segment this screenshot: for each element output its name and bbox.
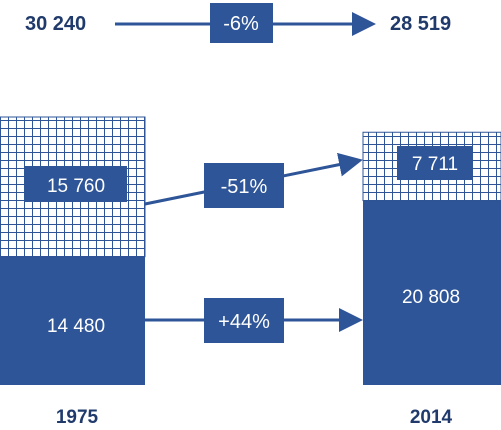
bottom-1975-value-label: 14 480 — [47, 316, 105, 337]
top-1975-label-box — [25, 166, 127, 202]
top-2014-value-label: 7 711 — [412, 154, 458, 175]
total-1975-label: 30 240 — [25, 13, 86, 35]
category-2014-label: 2014 — [410, 407, 453, 428]
category-1975-label: 1975 — [56, 407, 99, 428]
top-2014-label-box — [397, 146, 473, 180]
bars — [0, 116, 501, 385]
bar-solid-1975 — [0, 256, 145, 385]
solid-change-label: +44% — [218, 311, 270, 333]
grid-change-label: -51% — [221, 176, 268, 198]
total-change-label: -6% — [223, 13, 259, 35]
top-1975-value-label: 15 760 — [47, 176, 105, 197]
solid-change-box — [204, 298, 284, 343]
bar-solid-2014 — [363, 200, 501, 385]
grid-change-box — [204, 163, 284, 208]
total-2014-label: 28 519 — [390, 13, 451, 35]
total-change-box — [210, 3, 273, 43]
bottom-2014-value-label: 20 808 — [402, 287, 460, 308]
